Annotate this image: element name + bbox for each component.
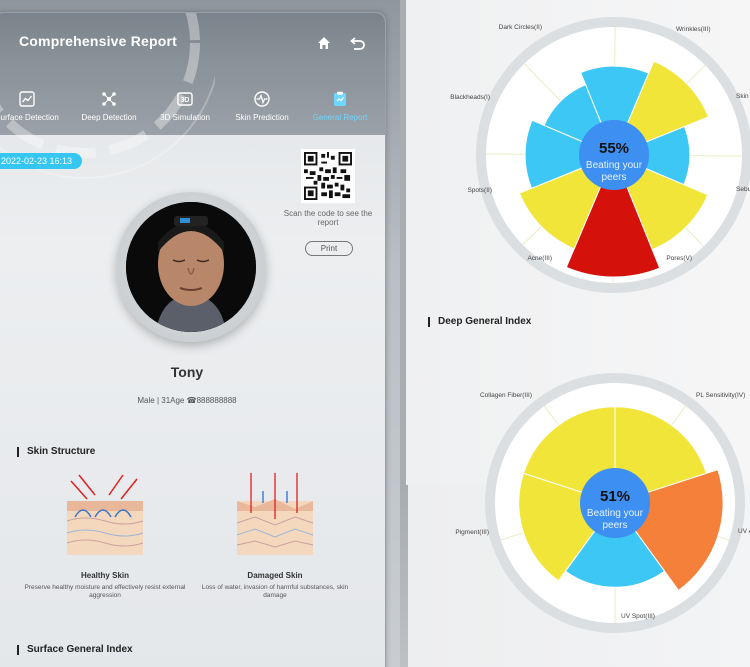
deep-center-text: peers [602,520,627,531]
tab-general-report[interactable]: General Report [300,91,380,122]
user-name: Tony [170,364,204,380]
surface-axis-label: Dark Circles(II) [499,24,542,31]
damaged-skin-desc: Loss of water, invasion of harmful subst… [201,584,349,599]
tab-label: Skin Prediction [235,113,289,122]
surface-center [579,120,649,190]
user-info: Male | 31Age ☎888888888 [0,396,379,405]
surface-axis-label: Blackheads(I) [450,94,490,101]
app-window: Comprehensive Report Surface Detection [0,12,386,667]
print-button[interactable]: Print [305,241,353,256]
nav-tabs: Surface Detection Deep Detection 3D 3D S… [0,73,385,135]
qr-note: Scan the code to see the report [283,209,373,227]
healthy-skin-title: Healthy Skin [80,571,129,580]
3d-icon: 3D [177,92,193,106]
section-title-surface-index: Surface General Index [17,645,133,655]
molecule-icon [102,92,116,106]
report-date-badge: 2022-02-23 16:13 [0,153,83,169]
user-gender-age: Male | 31Age [137,396,185,405]
phone-icon: ☎ [186,396,197,405]
surface-axis-label: Pores(V) [666,255,692,262]
deep-axis-label: UV Spot(III) [621,613,655,620]
surface-axis-label: Skin [736,93,749,100]
surface-center-text: Beating your [586,160,643,171]
damaged-skin-card: Damaged Skin Loss of water, invasion of … [190,473,360,600]
section-title-skin-structure: Skin Structure [17,447,95,457]
surface-axis-label: Wrinkles(III) [676,26,711,33]
tab-label: 3D Simulation [160,113,210,122]
deep-axis-label: Pigment(III) [455,529,489,536]
pulse-icon [254,91,270,107]
avatar-frame [116,192,266,342]
deep-axis-label: Collagen Fiber(III) [480,392,532,399]
qr-code[interactable] [301,149,355,203]
report-panel: Comprehensive Report Surface Detection [0,0,400,667]
healthy-skin-desc: Preserve healthy moisture and effectivel… [24,584,186,599]
tab-surface-detection[interactable]: Surface Detection [0,91,67,122]
surface-axis-label: Acne(III) [527,255,552,262]
deep-axis-label: UV A [738,528,750,535]
surface-center-text: peers [601,172,626,183]
app-header: Comprehensive Report [0,13,385,73]
section-title-deep-index: Deep General Index [428,317,531,327]
deep-axis-label: PL Sensitivity(IV) [696,392,745,399]
healthy-skin-card: Healthy Skin Preserve healthy moisture a… [20,473,190,600]
tab-label: General Report [312,113,368,122]
deep-center-value: 51% [600,488,630,505]
chart-icon [19,91,35,107]
tab-deep-detection[interactable]: Deep Detection [69,91,149,122]
page-title: Comprehensive Report [19,33,178,49]
damaged-skin-illustration [236,473,314,555]
tab-label: Surface Detection [0,113,59,122]
deep-center [580,468,650,538]
surface-axis-label: Sebu [736,186,750,193]
home-icon[interactable] [316,35,332,51]
user-phone: 888888888 [196,396,237,405]
tab-skin-prediction[interactable]: Skin Prediction [222,91,302,122]
avatar [126,202,256,332]
decor-arcs [0,13,215,179]
back-icon[interactable] [350,35,366,51]
svg-text:3D: 3D [181,97,190,104]
report-icon [334,91,346,106]
healthy-skin-illustration [66,474,144,555]
surface-center-value: 55% [599,140,629,157]
tab-3d-simulation[interactable]: 3D 3D Simulation [145,91,225,122]
damaged-skin-title: Damaged Skin [247,571,303,580]
deep-center-text: Beating your [587,508,644,519]
surface-axis-label: Spots(II) [467,187,492,194]
tab-label: Deep Detection [81,113,137,122]
